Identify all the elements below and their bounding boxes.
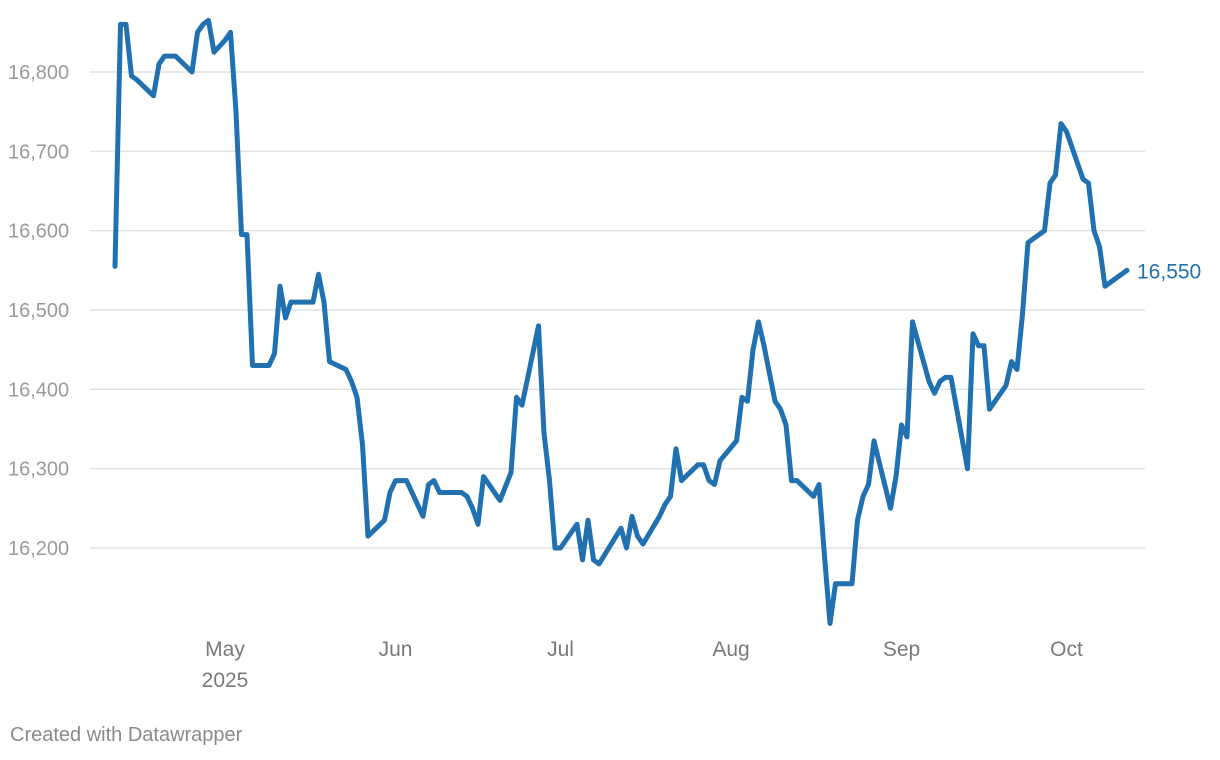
x-axis-ticks: May 2025 Jun Jul Aug Sep Oct <box>202 638 1083 692</box>
y-tick-label: 16,600 <box>8 221 69 243</box>
y-tick-label: 16,200 <box>8 538 69 560</box>
y-tick-label: 16,400 <box>8 379 69 401</box>
x-tick-label: Aug <box>712 638 749 661</box>
x-tick-label: Jun <box>379 638 413 661</box>
y-tick-label: 16,500 <box>8 300 69 322</box>
x-tick-label: Jul <box>547 638 574 661</box>
x-tick-label: Oct <box>1050 638 1083 661</box>
end-labels: 16,550 <box>1137 260 1201 283</box>
x-tick-sublabel: 2025 <box>202 669 249 692</box>
series-lines <box>112 17 1130 626</box>
x-tick-label: Sep <box>883 638 920 661</box>
series-line <box>112 17 1130 626</box>
credit-text: Created with Datawrapper <box>10 724 243 746</box>
gridlines <box>90 71 1145 549</box>
y-axis-ticks: 16,800 16,700 16,600 16,500 16,400 16,300 16,2… <box>8 62 69 560</box>
x-tick-label: May <box>205 638 245 661</box>
end-value-label: 16,550 <box>1137 260 1201 283</box>
y-tick-label: 16,700 <box>8 141 69 163</box>
y-tick-label: 16,800 <box>8 62 69 84</box>
y-tick-label: 16,300 <box>8 459 69 481</box>
